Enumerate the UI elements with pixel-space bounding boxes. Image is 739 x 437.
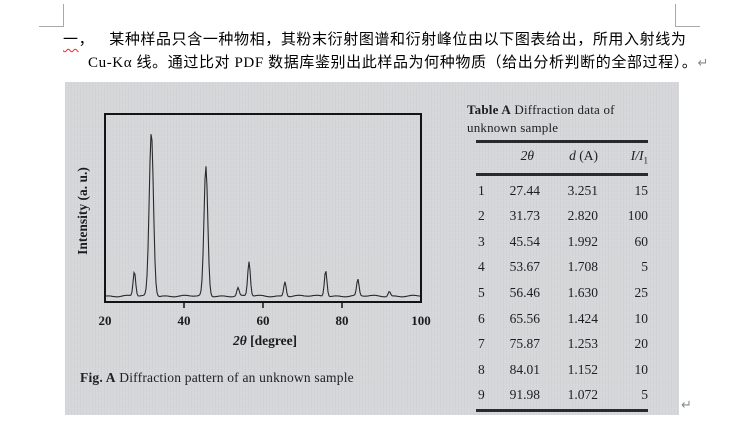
- row-index: 5: [478, 285, 485, 301]
- table-rule-top: [476, 140, 648, 143]
- x-axis-label: 2θ [degree]: [232, 333, 297, 348]
- table-row: 3 45.54 1.992 60: [476, 229, 648, 255]
- intensity-value: 20: [634, 336, 649, 352]
- item-number: 一: [63, 32, 79, 48]
- figure-caption: Fig. A Diffraction pattern of an unknown…: [80, 370, 354, 386]
- table-row: 2 31.73 2.820 100: [476, 203, 648, 229]
- row-index: 4: [478, 259, 485, 275]
- two-theta-value: 84.01: [509, 361, 540, 377]
- paragraph-line-1[interactable]: 一， 某种样品只含一种物相，其粉末衍射图谱和衍射峰位由以下图表给出，所用入射线为: [63, 31, 686, 50]
- table-title-label: Table A: [467, 102, 511, 117]
- d-spacing-value: 1.708: [567, 259, 598, 275]
- header-two-theta: 2θ: [520, 147, 534, 163]
- row-index: 3: [478, 233, 485, 249]
- row-index: 9: [478, 387, 485, 403]
- d-spacing-value: 1.992: [567, 233, 598, 249]
- table-header-row: 2θ d (A) I/I1: [476, 147, 648, 170]
- intensity-value: 100: [627, 208, 648, 224]
- table-body: 1 27.44 3.251 15 2 31.73 2.820 100 3 45.…: [476, 178, 648, 408]
- two-theta-value: 27.44: [509, 182, 540, 198]
- crop-mark-top-left-horizontal: [39, 26, 64, 27]
- d-spacing-value: 2.820: [567, 208, 598, 224]
- two-theta-value: 75.87: [509, 336, 540, 352]
- x-tick-label: 40: [178, 313, 191, 328]
- table-row: 9 91.98 1.072 5: [476, 382, 648, 408]
- table-rule-mid: [476, 173, 648, 176]
- xrd-pattern-plot: 20 40 60 80 100 2θ [degree] Intensity (a. u.): [65, 82, 505, 367]
- intensity-value: 25: [634, 285, 649, 301]
- d-spacing-value: 3.251: [567, 182, 598, 198]
- paragraph-mark: ↵: [697, 56, 709, 71]
- intensity-value: 60: [634, 233, 649, 249]
- table-row: 4 53.67 1.708 5: [476, 254, 648, 280]
- table-row: 1 27.44 3.251 15: [476, 178, 648, 204]
- xrd-plot-svg: 20 40 60 80 100 2θ [degree] Intensity (a. u.): [75, 113, 431, 348]
- row-index: 8: [478, 361, 485, 377]
- question-text-line2: Cu-Kα 线。通过比对 PDF 数据库鉴别出此样品为何种物质（给出分析判断的全…: [88, 55, 698, 71]
- x-tick-label: 100: [411, 313, 431, 328]
- two-theta-value: 53.67: [509, 259, 540, 275]
- table-title-line2: unknown sample: [467, 120, 559, 135]
- item-comma: ，: [78, 32, 95, 48]
- crop-mark-top-right-horizontal: [675, 26, 700, 27]
- d-spacing-value: 1.072: [567, 387, 598, 403]
- two-theta-value: 65.56: [509, 310, 540, 326]
- header-index-col: [476, 147, 490, 170]
- two-theta-value: 91.98: [509, 387, 540, 403]
- intensity-value: 10: [634, 361, 649, 377]
- scanned-figure-image[interactable]: 20 40 60 80 100 2θ [degree] Intensity (a. u.) …: [65, 82, 679, 415]
- figure-caption-label: Fig. A: [80, 370, 116, 385]
- table-rule-bottom: [476, 409, 648, 413]
- question-text-line1: 某种样品只含一种物相，其粉末衍射图谱和衍射峰位由以下图表给出，所用入射线为: [109, 32, 687, 48]
- table-row: 8 84.01 1.152 10: [476, 357, 648, 383]
- crop-mark-top-right-vertical: [675, 4, 676, 27]
- x-tick-label: 80: [336, 313, 349, 328]
- table-title: Table A Diffraction data of unknown samp…: [467, 98, 667, 137]
- diffraction-data-table: Table A Diffraction data of unknown samp…: [467, 98, 667, 413]
- two-theta-value: 56.46: [509, 285, 540, 301]
- d-spacing-value: 1.253: [567, 336, 598, 352]
- header-relative-intensity: I/I1: [630, 147, 648, 166]
- d-spacing-value: 1.152: [567, 361, 598, 377]
- figure-caption-text: Diffraction pattern of an unknown sample: [115, 370, 354, 385]
- table-row: 6 65.56 1.424 10: [476, 306, 648, 332]
- crop-mark-top-left-vertical: [63, 4, 64, 27]
- intensity-value: 15: [634, 182, 649, 198]
- table-row: 7 75.87 1.253 20: [476, 331, 648, 357]
- intensity-value: 5: [641, 259, 648, 275]
- paragraph-line-2[interactable]: Cu-Kα 线。通过比对 PDF 数据库鉴别出此样品为何种物质（给出分析判断的全…: [88, 54, 708, 73]
- row-index: 6: [478, 310, 485, 326]
- table-title-rest: Diffraction data of: [510, 102, 615, 117]
- intensity-value: 10: [634, 310, 649, 326]
- two-theta-value: 45.54: [509, 233, 540, 249]
- table-row: 5 56.46 1.630 25: [476, 280, 648, 306]
- intensity-value: 5: [641, 387, 648, 403]
- d-spacing-value: 1.630: [567, 285, 598, 301]
- xrd-curve: [105, 134, 421, 298]
- row-index: 2: [478, 208, 485, 224]
- row-index: 1: [478, 182, 485, 198]
- d-spacing-value: 1.424: [567, 310, 598, 326]
- y-axis-label: Intensity (a. u.): [75, 167, 90, 255]
- x-tick-label: 20: [99, 313, 112, 328]
- x-tick-label: 60: [257, 313, 270, 328]
- row-index: 7: [478, 336, 485, 352]
- two-theta-value: 31.73: [509, 208, 540, 224]
- paragraph-mark-after-figure: ↵: [681, 398, 692, 413]
- header-d-spacing: d (A): [569, 147, 598, 163]
